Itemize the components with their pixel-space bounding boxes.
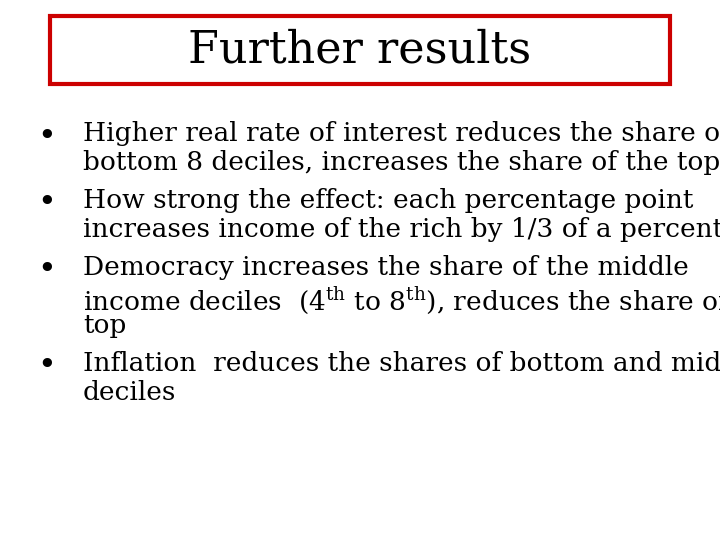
Text: •: • [37,122,56,152]
Text: deciles: deciles [83,380,176,404]
FancyBboxPatch shape [50,16,670,84]
Text: •: • [37,351,56,382]
Text: increases income of the rich by 1/3 of a percent: increases income of the rich by 1/3 of a… [83,217,720,242]
Text: Inflation  reduces the shares of bottom and middle: Inflation reduces the shares of bottom a… [83,351,720,376]
Text: Further results: Further results [189,29,531,71]
Text: bottom 8 deciles, increases the share of the top two: bottom 8 deciles, increases the share of… [83,150,720,175]
Text: Higher real rate of interest reduces the share of: Higher real rate of interest reduces the… [83,122,720,146]
Text: How strong the effect: each percentage point: How strong the effect: each percentage p… [83,188,693,213]
Text: top: top [83,313,126,338]
Text: •: • [37,188,56,219]
Text: •: • [37,255,56,286]
Text: Democracy increases the share of the middle: Democracy increases the share of the mid… [83,255,688,280]
Text: income deciles  (4$^{\mathregular{th}}$ to 8$^{\mathregular{th}}$), reduces the : income deciles (4$^{\mathregular{th}}$ t… [83,284,720,316]
